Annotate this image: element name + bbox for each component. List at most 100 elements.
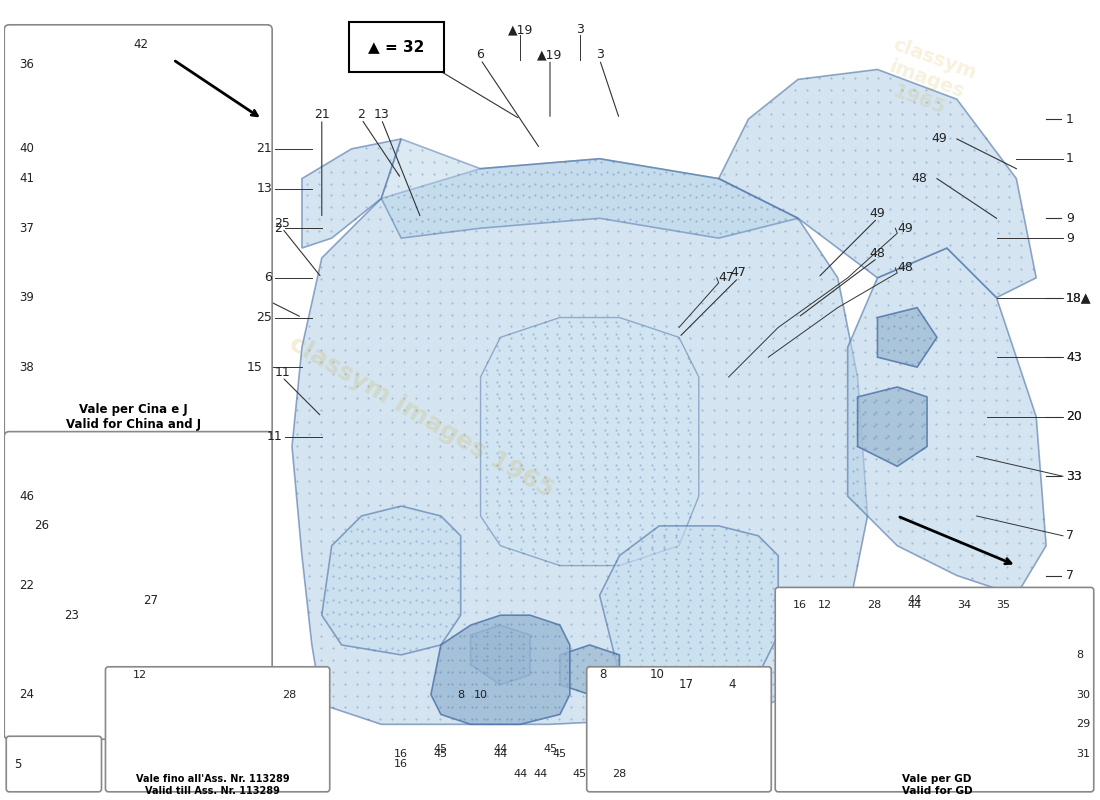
Text: 45: 45 <box>543 744 557 754</box>
Text: 48: 48 <box>911 172 927 185</box>
Text: 39: 39 <box>19 291 34 304</box>
Polygon shape <box>301 139 402 248</box>
Polygon shape <box>818 655 947 744</box>
Text: 20: 20 <box>1066 410 1081 423</box>
Text: 49: 49 <box>870 207 886 220</box>
Text: 41: 41 <box>19 172 34 185</box>
Polygon shape <box>24 486 74 595</box>
Text: 46: 46 <box>19 490 34 502</box>
Polygon shape <box>292 158 868 724</box>
FancyBboxPatch shape <box>776 587 1093 792</box>
Text: 7: 7 <box>1066 530 1074 542</box>
Polygon shape <box>84 486 123 615</box>
Polygon shape <box>113 144 153 169</box>
Text: 35: 35 <box>997 600 1011 610</box>
FancyBboxPatch shape <box>106 666 330 792</box>
Text: 5: 5 <box>14 758 22 770</box>
Polygon shape <box>24 59 202 129</box>
Text: 2: 2 <box>358 108 365 121</box>
Polygon shape <box>382 139 799 238</box>
Polygon shape <box>987 615 1066 674</box>
Text: classym
images
1965: classym images 1965 <box>876 35 979 124</box>
Text: 33: 33 <box>1066 470 1081 482</box>
Polygon shape <box>34 625 123 714</box>
Text: 44: 44 <box>908 600 922 610</box>
Text: 18▲: 18▲ <box>1066 291 1091 304</box>
Text: 17: 17 <box>679 678 694 691</box>
Text: Vale fino all'Ass. Nr. 113289
Valid till Ass. Nr. 113289: Vale fino all'Ass. Nr. 113289 Valid till… <box>135 774 289 795</box>
Text: 16: 16 <box>793 600 807 610</box>
Polygon shape <box>94 70 153 109</box>
FancyBboxPatch shape <box>7 736 101 792</box>
Text: 28: 28 <box>613 769 627 779</box>
Text: 42: 42 <box>133 38 148 51</box>
Text: ▲19: ▲19 <box>537 48 563 61</box>
Text: 43: 43 <box>1066 350 1081 364</box>
Text: 48: 48 <box>898 262 913 274</box>
Text: 6: 6 <box>476 48 484 61</box>
Text: 44: 44 <box>493 744 507 754</box>
Text: 28: 28 <box>613 769 627 779</box>
Text: 45: 45 <box>433 749 448 759</box>
Text: 10: 10 <box>649 668 664 682</box>
Text: 21: 21 <box>314 108 330 121</box>
Text: 8: 8 <box>600 668 607 682</box>
Text: 7: 7 <box>1066 569 1074 582</box>
Text: 26: 26 <box>34 519 50 532</box>
Text: 37: 37 <box>19 222 34 234</box>
Text: 45: 45 <box>553 749 566 759</box>
Text: 27: 27 <box>143 594 158 607</box>
Text: 44: 44 <box>534 769 547 779</box>
Text: ▲ = 32: ▲ = 32 <box>368 39 425 54</box>
Text: 47: 47 <box>718 271 735 284</box>
Polygon shape <box>113 516 262 625</box>
Text: 12: 12 <box>133 670 147 680</box>
Polygon shape <box>848 248 1046 595</box>
Text: 15: 15 <box>246 361 262 374</box>
Text: 12: 12 <box>818 600 832 610</box>
Text: 40: 40 <box>19 142 34 155</box>
Text: 45: 45 <box>573 769 586 779</box>
Text: 29: 29 <box>1076 719 1090 730</box>
Text: 8: 8 <box>458 690 464 699</box>
Polygon shape <box>471 625 530 685</box>
FancyBboxPatch shape <box>4 25 272 482</box>
Text: 45: 45 <box>593 769 607 779</box>
Text: ▲19: ▲19 <box>507 23 532 36</box>
Text: 30: 30 <box>1076 690 1090 699</box>
Text: Vale per GD
Valid for GD: Vale per GD Valid for GD <box>902 774 972 795</box>
Text: 33: 33 <box>1066 470 1081 482</box>
Polygon shape <box>222 694 312 754</box>
Text: 3: 3 <box>596 48 604 61</box>
Polygon shape <box>34 169 242 387</box>
Text: 9: 9 <box>1066 212 1074 225</box>
Text: 28: 28 <box>282 690 296 699</box>
Polygon shape <box>718 70 1036 298</box>
Text: 43: 43 <box>1066 350 1081 364</box>
FancyBboxPatch shape <box>586 666 771 792</box>
Text: classym images 1965: classym images 1965 <box>285 331 558 502</box>
Polygon shape <box>600 526 778 694</box>
Polygon shape <box>322 506 461 655</box>
Text: 10: 10 <box>473 690 487 699</box>
Text: 2: 2 <box>274 222 282 234</box>
Text: Vale per Cina e J
Valid for China and J: Vale per Cina e J Valid for China and J <box>66 402 201 430</box>
Text: 6: 6 <box>264 271 272 284</box>
Text: 16: 16 <box>394 749 408 759</box>
Text: 11: 11 <box>266 430 282 443</box>
Text: 49: 49 <box>898 222 913 234</box>
Text: 18▲: 18▲ <box>1066 291 1091 304</box>
Text: 25: 25 <box>274 217 290 230</box>
Polygon shape <box>560 645 619 694</box>
Text: 45: 45 <box>433 744 448 754</box>
Text: 13: 13 <box>256 182 272 195</box>
Text: 3: 3 <box>575 23 584 36</box>
Text: 21: 21 <box>256 142 272 155</box>
Text: 20: 20 <box>1066 410 1081 423</box>
Text: 25: 25 <box>256 311 272 324</box>
Text: 9: 9 <box>1066 232 1074 245</box>
Text: 4: 4 <box>728 678 736 691</box>
Polygon shape <box>888 674 997 744</box>
Polygon shape <box>600 685 649 774</box>
Text: 17: 17 <box>672 730 686 739</box>
